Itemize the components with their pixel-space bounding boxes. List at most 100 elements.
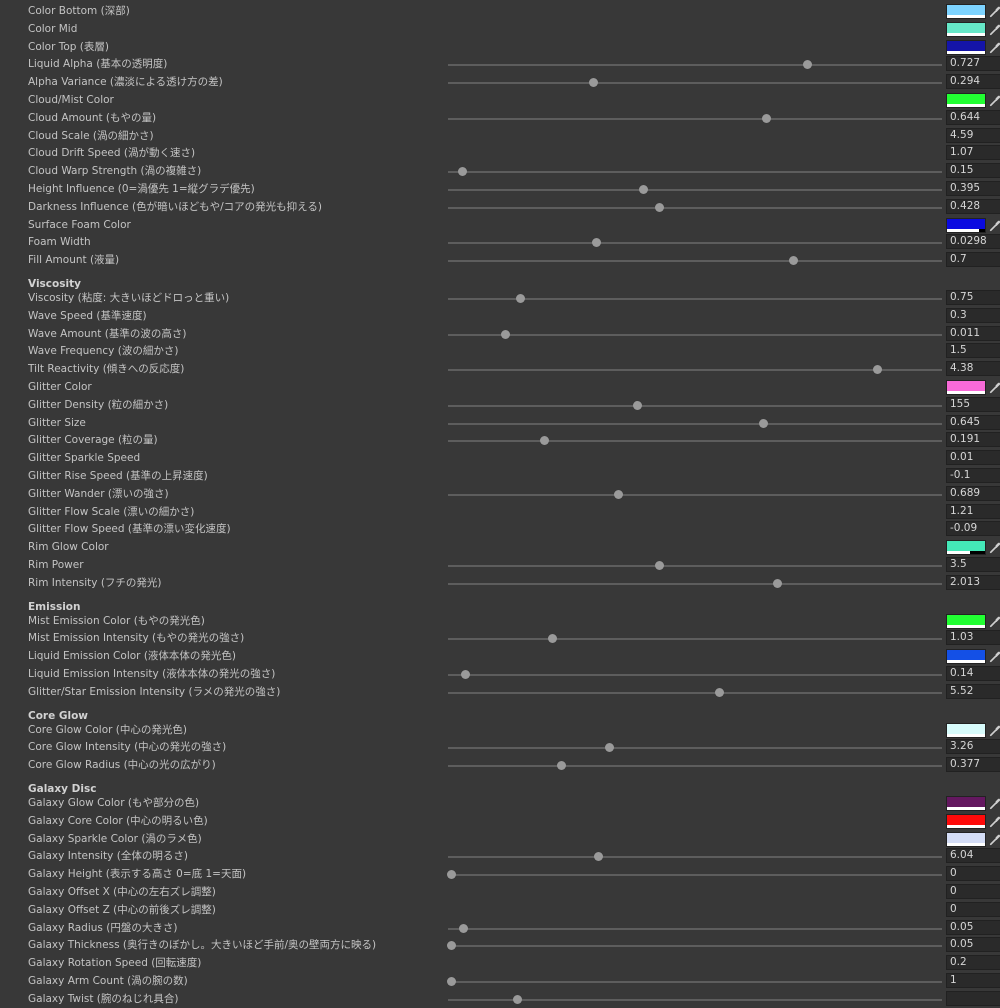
- slider-handle[interactable]: [614, 489, 624, 499]
- value-field[interactable]: 0.2: [946, 955, 1000, 971]
- color-swatch[interactable]: [946, 613, 986, 629]
- value-field[interactable]: 155: [946, 396, 1000, 412]
- slider-handle[interactable]: [761, 113, 771, 123]
- value-field[interactable]: 1.21: [946, 503, 1000, 519]
- slider-track[interactable]: [448, 117, 942, 120]
- slider-track[interactable]: [448, 404, 942, 407]
- slider-track[interactable]: [448, 298, 942, 300]
- value-field[interactable]: 3.5: [946, 557, 1000, 572]
- slider-track[interactable]: [448, 493, 942, 496]
- slider-handle[interactable]: [540, 436, 550, 446]
- slider-track[interactable]: [448, 189, 942, 191]
- eyedropper-icon[interactable]: [989, 381, 1000, 394]
- eyedropper-icon[interactable]: [989, 23, 1000, 36]
- slider-track[interactable]: [448, 206, 942, 209]
- value-field[interactable]: 0: [946, 866, 1000, 882]
- value-field[interactable]: 3.26: [946, 739, 1000, 755]
- value-field[interactable]: 0.428: [946, 198, 1000, 214]
- value-field[interactable]: 0: [946, 884, 1000, 899]
- slider-track[interactable]: [448, 369, 942, 372]
- slider-track[interactable]: [448, 765, 942, 768]
- slider-track[interactable]: [448, 582, 942, 585]
- eyedropper-icon[interactable]: [989, 219, 1000, 232]
- slider-handle[interactable]: [873, 365, 883, 375]
- slider-handle[interactable]: [556, 761, 566, 771]
- value-field[interactable]: 1.07: [946, 145, 1000, 161]
- value-field[interactable]: 0.727: [946, 56, 1000, 72]
- color-swatch[interactable]: [946, 796, 986, 811]
- color-swatch[interactable]: [946, 217, 986, 233]
- value-field[interactable]: 0.191: [946, 432, 1000, 448]
- slider-track[interactable]: [448, 64, 942, 67]
- slider-track[interactable]: [448, 945, 942, 948]
- value-field[interactable]: 4.59: [946, 127, 1000, 143]
- value-field[interactable]: 0.05: [946, 919, 1000, 935]
- slider-track[interactable]: [448, 874, 942, 877]
- eyedropper-icon[interactable]: [989, 615, 1000, 628]
- slider-handle[interactable]: [802, 60, 812, 70]
- slider-track[interactable]: [448, 691, 942, 694]
- value-field[interactable]: 0.294: [946, 74, 1000, 90]
- value-field[interactable]: 0.75: [946, 290, 1000, 305]
- value-field[interactable]: 0: [946, 901, 1000, 917]
- eyedropper-icon[interactable]: [989, 797, 1000, 810]
- value-field[interactable]: 2.013: [946, 574, 1000, 590]
- value-field[interactable]: 6.04: [946, 848, 1000, 864]
- color-swatch[interactable]: [946, 93, 986, 108]
- slider-handle[interactable]: [655, 561, 665, 570]
- color-swatch[interactable]: [946, 21, 986, 37]
- slider-track[interactable]: [448, 638, 942, 641]
- color-swatch[interactable]: [946, 722, 986, 738]
- value-field[interactable]: 0.3: [946, 307, 1000, 323]
- slider-handle[interactable]: [593, 852, 603, 862]
- value-field[interactable]: 0.0298: [946, 234, 1000, 250]
- slider-track[interactable]: [448, 440, 942, 443]
- slider-handle[interactable]: [789, 256, 799, 266]
- value-field[interactable]: 0.15: [946, 163, 1000, 179]
- value-field[interactable]: 0.689: [946, 485, 1000, 501]
- value-field[interactable]: 1.03: [946, 630, 1000, 646]
- eyedropper-icon[interactable]: [989, 41, 1000, 54]
- slider-handle[interactable]: [654, 202, 664, 212]
- eyedropper-icon[interactable]: [989, 5, 1000, 18]
- slider-handle[interactable]: [588, 78, 598, 88]
- slider-track[interactable]: [448, 260, 942, 263]
- value-field[interactable]: 1.5: [946, 343, 1000, 359]
- slider-handle[interactable]: [459, 923, 469, 933]
- slider-handle[interactable]: [714, 687, 724, 697]
- slider-handle[interactable]: [447, 977, 457, 986]
- slider-track[interactable]: [448, 674, 942, 676]
- value-field[interactable]: 4.38: [946, 361, 1000, 377]
- slider-track[interactable]: [448, 747, 942, 750]
- value-field[interactable]: 0.01: [946, 450, 1000, 466]
- slider-handle[interactable]: [516, 294, 526, 303]
- slider-handle[interactable]: [458, 167, 468, 177]
- slider-track[interactable]: [448, 82, 942, 85]
- color-swatch[interactable]: [946, 540, 986, 556]
- value-field[interactable]: 0.645: [946, 414, 1000, 430]
- slider-track[interactable]: [448, 171, 942, 174]
- slider-handle[interactable]: [513, 994, 523, 1004]
- value-field[interactable]: 0.05: [946, 937, 1000, 953]
- slider-handle[interactable]: [500, 329, 510, 339]
- slider-handle[interactable]: [758, 418, 768, 428]
- color-swatch[interactable]: [946, 649, 986, 665]
- value-field[interactable]: 0.7: [946, 252, 1000, 268]
- slider-handle[interactable]: [632, 400, 642, 410]
- slider-track[interactable]: [448, 927, 942, 930]
- slider-handle[interactable]: [591, 238, 601, 248]
- value-field[interactable]: 5.52: [946, 683, 1000, 699]
- slider-track[interactable]: [448, 422, 942, 425]
- value-field[interactable]: 0.395: [946, 181, 1000, 196]
- value-field[interactable]: 0.377: [946, 757, 1000, 773]
- color-swatch[interactable]: [946, 813, 986, 829]
- eyedropper-icon[interactable]: [989, 724, 1000, 737]
- eyedropper-icon[interactable]: [989, 541, 1000, 554]
- slider-track[interactable]: [448, 333, 942, 336]
- value-field[interactable]: [946, 990, 1000, 1006]
- value-field[interactable]: 0.011: [946, 325, 1000, 341]
- slider-handle[interactable]: [605, 743, 615, 753]
- value-field[interactable]: 0.14: [946, 666, 1000, 681]
- color-swatch[interactable]: [946, 4, 986, 19]
- slider-handle[interactable]: [638, 185, 648, 194]
